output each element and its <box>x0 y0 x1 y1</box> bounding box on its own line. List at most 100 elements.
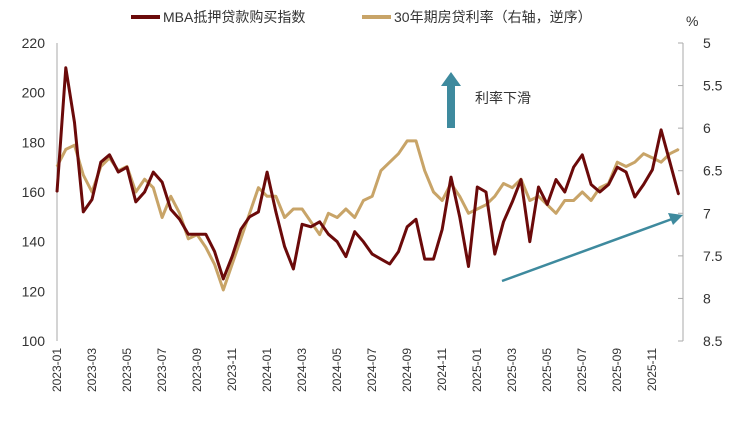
mba-point <box>353 230 356 233</box>
mba-point <box>616 166 619 168</box>
rate-point <box>240 238 242 240</box>
mba-point <box>91 198 93 201</box>
mba-point <box>432 258 435 260</box>
mba-point <box>494 253 496 255</box>
mba-point <box>458 216 461 218</box>
rate-point <box>152 186 155 189</box>
mba-point <box>222 278 225 280</box>
rate-point <box>275 195 277 198</box>
rate-point <box>353 216 356 219</box>
mba-point <box>266 171 268 173</box>
mba-point <box>187 233 190 235</box>
rate-point <box>327 212 330 215</box>
x-axis-tick-label: 2024-01 <box>260 348 274 392</box>
mba-point <box>423 258 426 260</box>
rate-point <box>529 199 531 202</box>
x-axis-tick-label: 2023-03 <box>85 348 99 392</box>
legend: MBA抵押贷款购买指数 30年期房贷利率（右轴，逆序） <box>131 9 592 25</box>
rate-point <box>231 263 233 266</box>
rate-point <box>572 199 575 202</box>
rate-point <box>283 216 286 219</box>
mba-point <box>599 191 601 193</box>
rate-point <box>642 152 645 155</box>
rate-point <box>336 216 339 219</box>
rate-point <box>406 140 409 142</box>
x-axis-tick-label: 2024-03 <box>295 348 309 392</box>
right-axis-tick-label: 6 <box>703 120 711 136</box>
rate-point <box>467 212 470 215</box>
mba-point <box>371 253 374 255</box>
mba-point <box>143 191 146 193</box>
mba-point <box>388 263 391 265</box>
mba-point <box>634 196 636 198</box>
rate-point <box>590 199 592 202</box>
x-axis-tick-label: 2024-07 <box>365 348 379 392</box>
trend-arrow <box>501 213 683 283</box>
x-axis-tick-label: 2025-09 <box>610 348 624 392</box>
left-axis-tick-label: 200 <box>22 85 46 101</box>
x-axis-tick-label: 2023-07 <box>155 348 169 392</box>
up-arrow-head <box>441 72 461 86</box>
mba-point <box>82 211 85 213</box>
mba-point <box>178 218 181 221</box>
legend-label-rate: 30年期房贷利率（右轴，逆序） <box>394 9 592 25</box>
mba-point <box>205 233 207 235</box>
rate-point <box>187 238 190 240</box>
mba-point <box>625 171 627 173</box>
rate-point <box>248 212 251 215</box>
rate-point <box>660 161 662 163</box>
x-axis-tick-label: 2023-05 <box>120 348 134 392</box>
mba-point <box>292 268 295 270</box>
x-axis-tick-label: 2025-11 <box>645 348 659 391</box>
mba-point <box>283 245 286 248</box>
rate-point <box>310 221 312 223</box>
mba-point <box>161 181 163 183</box>
mba-point <box>669 161 671 163</box>
mba-point <box>502 221 505 223</box>
mba-point <box>581 154 584 156</box>
mba-point <box>345 255 347 258</box>
rate-point <box>380 169 382 172</box>
rate-point <box>362 199 365 202</box>
rate-point <box>415 140 417 142</box>
rate-point <box>222 289 225 291</box>
x-axis-tick-label: 2023-11 <box>225 348 239 391</box>
rate-point <box>397 152 400 155</box>
mba-point <box>73 121 76 124</box>
mba-point <box>257 211 260 213</box>
mba-points <box>56 67 680 280</box>
mba-point <box>651 168 654 171</box>
rate-point <box>161 216 163 219</box>
left-axis-tick-label: 120 <box>22 283 46 299</box>
x-axis-tick-label: 2024-05 <box>330 348 344 392</box>
left-axis-tick-label: 160 <box>22 184 46 200</box>
mba-point <box>327 233 330 235</box>
mba-point <box>310 226 312 228</box>
trend-arrow-head <box>668 213 683 225</box>
mba-point <box>564 191 566 193</box>
right-axis-unit: % <box>686 13 698 29</box>
left-axis-tick-label: 140 <box>22 234 46 250</box>
x-axis-tick-label: 2025-03 <box>505 348 519 392</box>
rate-point <box>581 191 584 193</box>
mba-point <box>275 211 277 213</box>
mba-point <box>108 154 111 156</box>
rate-point <box>143 178 146 180</box>
rate-point <box>388 161 391 163</box>
series-line-mortgage-rate <box>55 139 680 292</box>
rate-point <box>205 246 207 249</box>
rate-point <box>257 186 260 189</box>
mba-point <box>590 183 592 186</box>
rate-point <box>135 191 137 193</box>
series-line-mba-index <box>55 66 681 281</box>
mba-point <box>301 223 303 226</box>
rate-point <box>669 152 671 155</box>
mba-point <box>152 171 155 173</box>
mba-point <box>126 166 128 168</box>
mba-point <box>56 191 58 193</box>
rate-point <box>65 148 67 151</box>
x-axis-tick-label: 2023-09 <box>190 348 204 392</box>
legend-label-mba: MBA抵押贷款购买指数 <box>163 9 305 25</box>
rate-point <box>634 161 636 163</box>
